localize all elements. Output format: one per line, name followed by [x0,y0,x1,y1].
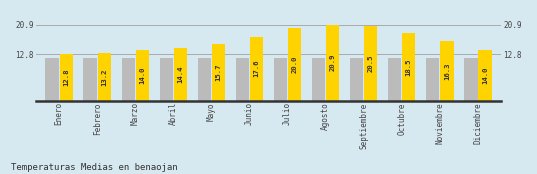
Bar [312,58,325,101]
Text: 13.2: 13.2 [101,68,107,86]
Bar [478,50,491,101]
Bar [121,58,135,101]
Bar [440,41,454,101]
Text: 20.9: 20.9 [330,54,336,72]
Bar [98,53,111,101]
Bar [326,25,339,101]
Text: 17.6: 17.6 [253,60,259,77]
Bar [236,58,249,101]
Bar [402,33,416,101]
Text: 16.3: 16.3 [444,62,450,80]
Text: 20.0: 20.0 [292,56,297,73]
Text: Temperaturas Medias en benaojan: Temperaturas Medias en benaojan [11,163,177,172]
Bar [250,37,263,101]
Text: 15.7: 15.7 [215,64,221,81]
Text: 14.4: 14.4 [177,66,183,83]
Bar [198,58,211,101]
Bar [83,58,97,101]
Bar [136,50,149,101]
Bar [364,26,378,101]
Bar [159,58,173,101]
Text: 14.0: 14.0 [139,67,146,84]
Bar [288,28,301,101]
Bar [274,58,287,101]
Bar [173,48,187,101]
Bar [426,58,439,101]
Text: 18.5: 18.5 [406,58,412,76]
Bar [350,58,364,101]
Bar [46,58,59,101]
Bar [212,44,225,101]
Bar [60,54,73,101]
Bar [464,58,477,101]
Text: 12.8: 12.8 [63,69,69,86]
Text: 20.5: 20.5 [368,55,374,72]
Bar [388,58,401,101]
Text: 14.0: 14.0 [482,67,488,84]
